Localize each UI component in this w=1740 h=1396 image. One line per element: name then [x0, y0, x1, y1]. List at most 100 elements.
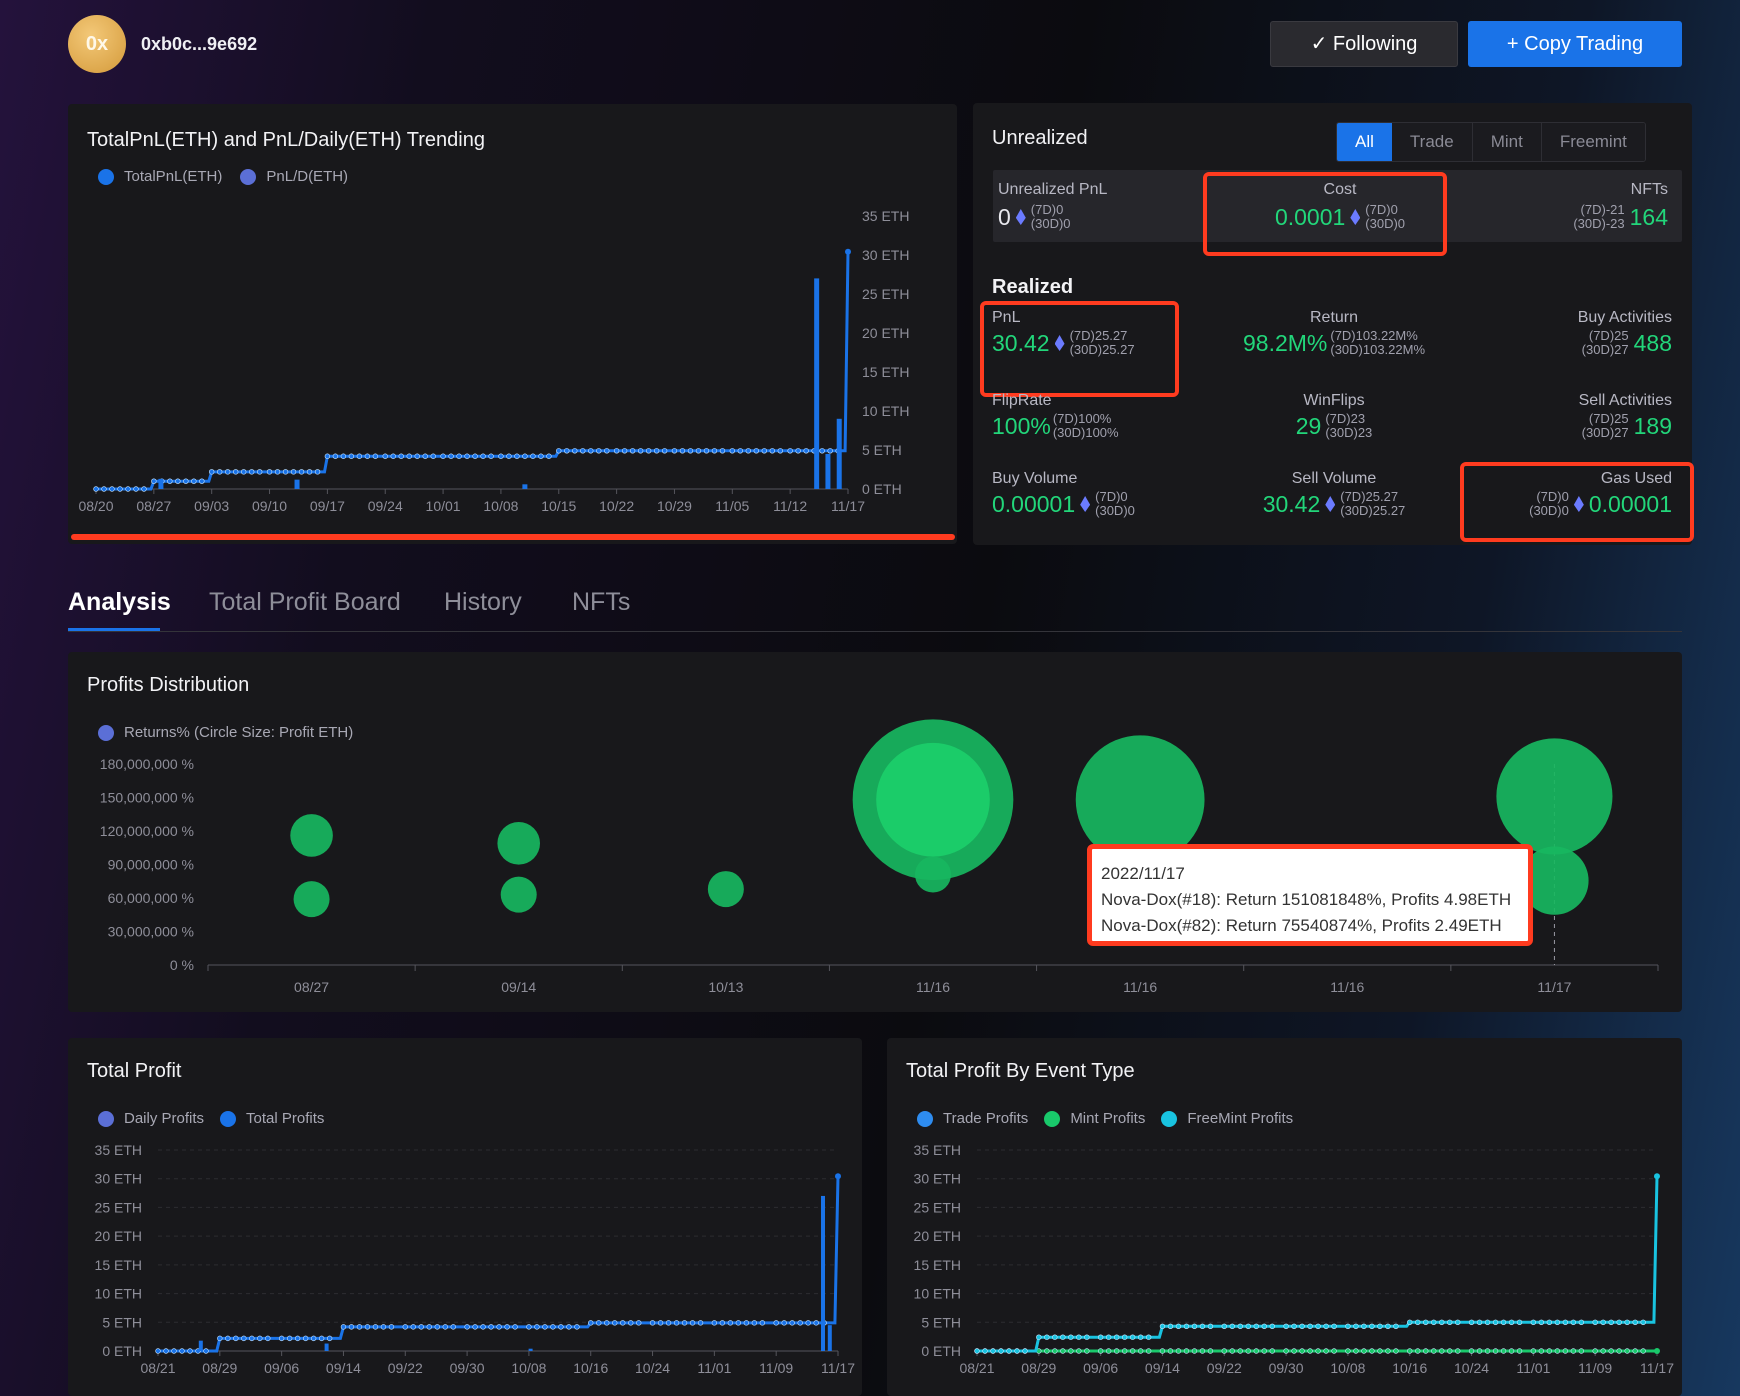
- cost-label: Cost: [1323, 181, 1357, 198]
- realized-pnl-30d: (30D)25.27: [1069, 342, 1135, 357]
- total-profits-point: [364, 1324, 371, 1330]
- y-tick-label: 20 ETH: [914, 1228, 961, 1244]
- legend-total[interactable]: TotalPnL(ETH): [124, 168, 223, 185]
- sell-volume-label: Sell Volume: [1291, 470, 1377, 487]
- totalpnl-point: [332, 453, 339, 459]
- tab-analysis[interactable]: Analysis: [68, 588, 171, 616]
- mint-profits-point: [1592, 1348, 1598, 1354]
- totalpnl-point: [340, 453, 347, 459]
- total-profits-point: [773, 1320, 779, 1326]
- total-profits-point: [372, 1324, 379, 1330]
- profits-chart[interactable]: 0 % 30,000,000 % 60,000,000 % 90,000,000 % 1…: [68, 652, 1682, 1012]
- filter-tab-freemint[interactable]: Freemint: [1540, 123, 1645, 161]
- totalpnl-point: [117, 486, 123, 492]
- realized-title: Realized: [992, 276, 1074, 298]
- totalpnl-point: [356, 453, 363, 459]
- totalpnl-point: [538, 453, 544, 459]
- freemint-profits-point: [1431, 1319, 1437, 1325]
- freemint-profits-point: [1159, 1323, 1166, 1330]
- filter-tab-trade[interactable]: Trade: [1391, 123, 1472, 161]
- mint-profits-point: [1361, 1348, 1367, 1354]
- total-profits-point: [480, 1324, 486, 1330]
- wallet-address[interactable]: 0xb0c...9e692: [141, 34, 258, 54]
- totalpnl-point: [240, 469, 247, 475]
- freemint-profits-point: [1137, 1334, 1144, 1340]
- freemint-profits-point: [1175, 1323, 1182, 1330]
- totalpnl-point: [488, 453, 494, 459]
- legend-daily-profits-dot: [98, 1110, 114, 1127]
- total-profits-point: [249, 1335, 255, 1342]
- total-profit-panel: Total Profit Daily Profits Total Profits…: [68, 1038, 862, 1396]
- y-tick-label: 10 ETH: [914, 1286, 961, 1302]
- freemint-profits-point: [1097, 1334, 1104, 1340]
- daily-pnl-bar: [814, 278, 820, 489]
- total-profits-point: [310, 1335, 317, 1342]
- mint-profits-point: [1245, 1348, 1251, 1354]
- avatar-text: 0x: [85, 32, 109, 55]
- profits-panel: Profits Distribution Returns% (Circle Si…: [68, 652, 1682, 1012]
- realized-pnl: PnL 30.42 (7D)25.27 (30D)25.27: [992, 309, 1135, 357]
- mint-profits-point: [1562, 1348, 1569, 1354]
- legend-total-profits[interactable]: Total Profits: [246, 1110, 325, 1127]
- y-tick-label: 35 ETH: [95, 1142, 142, 1158]
- legend-daily-profits[interactable]: Daily Profits: [124, 1110, 205, 1127]
- tab-nfts[interactable]: NFTs: [572, 588, 631, 616]
- trend-chart[interactable]: 0 ETH 5 ETH 10 ETH 15 ETH 20 ETH 25 ETH 30 ETH…: [68, 104, 957, 544]
- freemint-profits-point: [1245, 1323, 1251, 1330]
- x-tick-label: 08/29: [202, 1360, 237, 1376]
- legend-mint[interactable]: Mint Profits: [1070, 1110, 1146, 1127]
- freemint-profits-point: [1492, 1319, 1499, 1325]
- daily-pnl-bar: [522, 484, 528, 489]
- freemint-profits-point: [1299, 1323, 1305, 1330]
- unrealized-row: [993, 170, 1682, 242]
- return-bubble: [707, 871, 744, 908]
- event-profit-chart[interactable]: 0 ETH 5 ETH 10 ETH 15 ETH 20 ETH 25 ETH 30 ETH…: [887, 1038, 1682, 1396]
- totalpnl-point: [769, 448, 776, 454]
- mint-profits-point: [1175, 1348, 1182, 1354]
- totalpnl-point: [364, 453, 371, 459]
- legend-freemint[interactable]: FreeMint Profits: [1187, 1110, 1294, 1127]
- filter-tab-mint[interactable]: Mint: [1471, 123, 1541, 161]
- tab-history[interactable]: History: [444, 588, 522, 616]
- event-profit-panel: Total Profit By Event Type Trade Profits…: [887, 1038, 1682, 1396]
- totalpnl-point: [266, 469, 273, 475]
- legend-returns[interactable]: Returns% (Circle Size: Profit ETH): [124, 724, 354, 741]
- tab-total-profit-board[interactable]: Total Profit Board: [209, 588, 401, 616]
- total-profits-point: [426, 1324, 432, 1330]
- mint-profits-point: [1455, 1348, 1461, 1354]
- freemint-profits-point: [1323, 1323, 1329, 1330]
- total-profit-chart[interactable]: 0 ETH 5 ETH 10 ETH 15 ETH 20 ETH 25 ETH 30 ETH…: [68, 1038, 862, 1396]
- filter-tab-all[interactable]: All: [1337, 123, 1392, 161]
- following-button[interactable]: ✓ Following: [1270, 21, 1458, 67]
- eth-icon: [1350, 209, 1361, 225]
- nfts-label: NFTs: [1630, 181, 1668, 198]
- freemint-profits-point: [974, 1348, 980, 1354]
- mint-profits-point: [1105, 1348, 1112, 1354]
- daily-pnl-bar: [158, 478, 164, 489]
- fliprate-30d: (30D)100%: [1052, 425, 1119, 440]
- trend-scrollbar[interactable]: [71, 534, 955, 540]
- y-tick-label: 30,000,000 %: [108, 924, 194, 940]
- copy-trading-button[interactable]: + Copy Trading: [1468, 21, 1682, 67]
- avatar[interactable]: 0x: [68, 15, 126, 73]
- x-tick-label: 11/01: [1516, 1360, 1550, 1376]
- mint-profits-point: [1492, 1348, 1499, 1354]
- freemint-profits-point: [990, 1348, 996, 1354]
- x-tick-label: 10/15: [541, 498, 576, 514]
- x-tick-label: 10/16: [1392, 1360, 1427, 1376]
- unrealized-pnl-7d: (7D)0: [1030, 202, 1064, 217]
- cost-7d: (7D)0: [1365, 202, 1398, 217]
- freemint-profits-point: [1608, 1319, 1614, 1325]
- eth-icon: [1325, 496, 1336, 512]
- legend-daily[interactable]: PnL/D(ETH): [266, 168, 349, 185]
- legend-trade[interactable]: Trade Profits: [943, 1110, 1029, 1127]
- legend-freemint-dot: [1161, 1110, 1178, 1127]
- return-7d: (7D)103.22M%: [1330, 328, 1418, 343]
- return-bubble: [290, 814, 333, 857]
- return-bubble: [1075, 735, 1205, 865]
- freemint-profits-point: [1253, 1323, 1259, 1330]
- total-profits-point: [813, 1320, 819, 1326]
- total-profits-point: [402, 1324, 408, 1330]
- total-profits-point: [472, 1324, 478, 1330]
- freemint-profits-point: [1167, 1323, 1174, 1330]
